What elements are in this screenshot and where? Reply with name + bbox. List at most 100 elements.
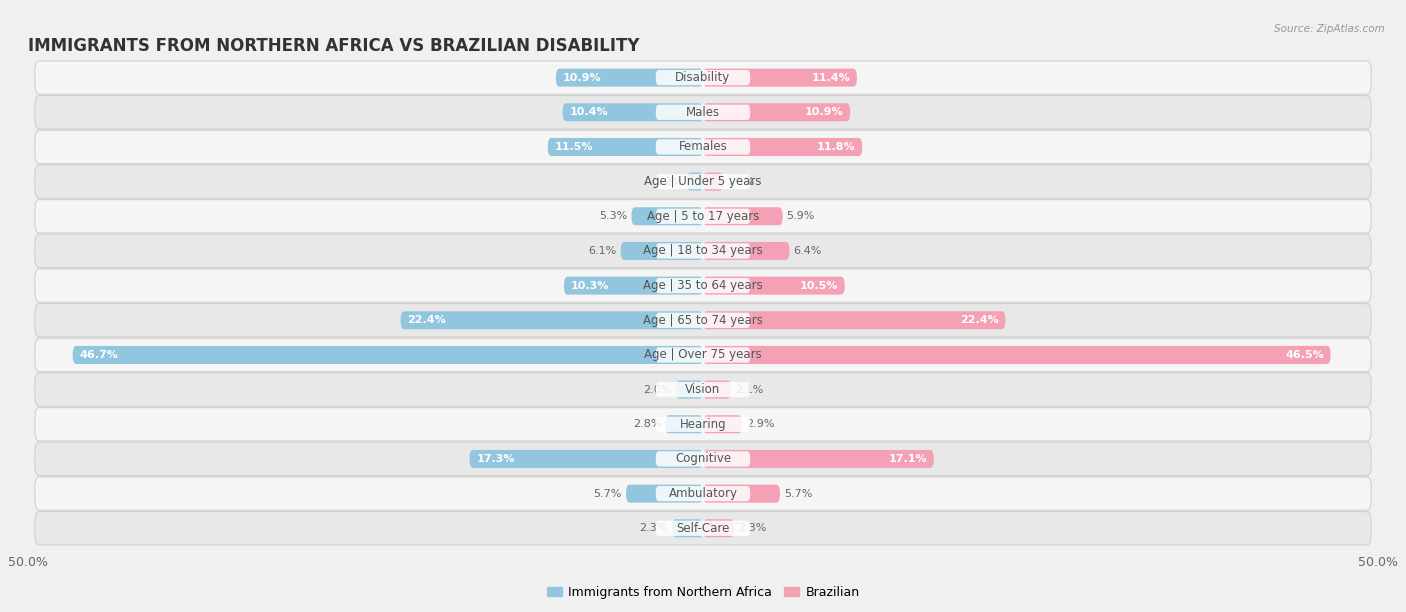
FancyBboxPatch shape <box>703 416 742 433</box>
FancyBboxPatch shape <box>548 138 703 156</box>
FancyBboxPatch shape <box>35 373 1371 406</box>
FancyBboxPatch shape <box>703 242 789 260</box>
FancyBboxPatch shape <box>564 277 703 294</box>
FancyBboxPatch shape <box>703 138 862 156</box>
Text: 22.4%: 22.4% <box>960 315 998 325</box>
Text: 11.4%: 11.4% <box>811 73 851 83</box>
FancyBboxPatch shape <box>676 381 703 398</box>
Text: IMMIGRANTS FROM NORTHERN AFRICA VS BRAZILIAN DISABILITY: IMMIGRANTS FROM NORTHERN AFRICA VS BRAZI… <box>28 37 640 55</box>
FancyBboxPatch shape <box>73 346 703 364</box>
FancyBboxPatch shape <box>655 348 751 362</box>
FancyBboxPatch shape <box>655 278 751 293</box>
Text: Males: Males <box>686 106 720 119</box>
Text: 11.5%: 11.5% <box>554 142 593 152</box>
FancyBboxPatch shape <box>703 381 731 398</box>
FancyBboxPatch shape <box>35 408 1371 441</box>
FancyBboxPatch shape <box>703 346 1330 364</box>
FancyBboxPatch shape <box>470 450 703 468</box>
FancyBboxPatch shape <box>703 519 734 537</box>
FancyBboxPatch shape <box>665 416 703 433</box>
Legend: Immigrants from Northern Africa, Brazilian: Immigrants from Northern Africa, Brazili… <box>541 581 865 604</box>
FancyBboxPatch shape <box>655 451 751 466</box>
Text: Disability: Disability <box>675 71 731 84</box>
Text: Hearing: Hearing <box>679 418 727 431</box>
FancyBboxPatch shape <box>672 519 703 537</box>
Text: Ambulatory: Ambulatory <box>668 487 738 500</box>
Text: 5.7%: 5.7% <box>593 488 621 499</box>
Text: 2.3%: 2.3% <box>640 523 668 533</box>
Text: 10.3%: 10.3% <box>571 281 609 291</box>
Text: 1.5%: 1.5% <box>727 177 755 187</box>
FancyBboxPatch shape <box>35 165 1371 198</box>
FancyBboxPatch shape <box>703 485 780 502</box>
Text: Age | Over 75 years: Age | Over 75 years <box>644 348 762 362</box>
Text: 6.1%: 6.1% <box>588 246 617 256</box>
Text: 2.1%: 2.1% <box>735 384 763 395</box>
FancyBboxPatch shape <box>562 103 703 121</box>
FancyBboxPatch shape <box>655 70 751 85</box>
Text: Females: Females <box>679 140 727 154</box>
FancyBboxPatch shape <box>703 103 851 121</box>
FancyBboxPatch shape <box>35 234 1371 267</box>
Text: Vision: Vision <box>685 383 721 396</box>
FancyBboxPatch shape <box>35 304 1371 337</box>
FancyBboxPatch shape <box>555 69 703 87</box>
Text: 10.4%: 10.4% <box>569 107 607 118</box>
FancyBboxPatch shape <box>703 312 1005 329</box>
Text: Age | 18 to 34 years: Age | 18 to 34 years <box>643 244 763 258</box>
FancyBboxPatch shape <box>703 69 856 87</box>
Text: Cognitive: Cognitive <box>675 452 731 466</box>
FancyBboxPatch shape <box>655 313 751 328</box>
FancyBboxPatch shape <box>655 140 751 155</box>
FancyBboxPatch shape <box>35 95 1371 129</box>
Text: 2.8%: 2.8% <box>633 419 661 429</box>
FancyBboxPatch shape <box>626 485 703 502</box>
Text: Age | 35 to 64 years: Age | 35 to 64 years <box>643 279 763 292</box>
Text: 17.3%: 17.3% <box>477 454 515 464</box>
Text: 22.4%: 22.4% <box>408 315 446 325</box>
FancyBboxPatch shape <box>620 242 703 260</box>
FancyBboxPatch shape <box>655 244 751 258</box>
Text: 10.9%: 10.9% <box>804 107 844 118</box>
Text: 2.0%: 2.0% <box>644 384 672 395</box>
FancyBboxPatch shape <box>703 450 934 468</box>
Text: 1.2%: 1.2% <box>654 177 683 187</box>
FancyBboxPatch shape <box>35 477 1371 510</box>
FancyBboxPatch shape <box>655 174 751 189</box>
FancyBboxPatch shape <box>655 417 751 432</box>
FancyBboxPatch shape <box>35 338 1371 371</box>
Text: 5.7%: 5.7% <box>785 488 813 499</box>
Text: 5.3%: 5.3% <box>599 211 627 222</box>
FancyBboxPatch shape <box>655 521 751 536</box>
FancyBboxPatch shape <box>703 207 783 225</box>
Text: 6.4%: 6.4% <box>793 246 823 256</box>
Text: 17.1%: 17.1% <box>889 454 927 464</box>
FancyBboxPatch shape <box>35 512 1371 545</box>
FancyBboxPatch shape <box>655 209 751 224</box>
Text: Age | 65 to 74 years: Age | 65 to 74 years <box>643 314 763 327</box>
Text: Self-Care: Self-Care <box>676 522 730 535</box>
Text: 5.9%: 5.9% <box>787 211 815 222</box>
FancyBboxPatch shape <box>686 173 703 190</box>
Text: 2.9%: 2.9% <box>747 419 775 429</box>
FancyBboxPatch shape <box>655 486 751 501</box>
FancyBboxPatch shape <box>35 200 1371 233</box>
FancyBboxPatch shape <box>401 312 703 329</box>
Text: 10.5%: 10.5% <box>800 281 838 291</box>
FancyBboxPatch shape <box>655 105 751 120</box>
Text: 10.9%: 10.9% <box>562 73 602 83</box>
FancyBboxPatch shape <box>35 61 1371 94</box>
FancyBboxPatch shape <box>703 173 723 190</box>
FancyBboxPatch shape <box>35 269 1371 302</box>
FancyBboxPatch shape <box>35 130 1371 163</box>
FancyBboxPatch shape <box>631 207 703 225</box>
Text: 46.5%: 46.5% <box>1285 350 1324 360</box>
Text: 11.8%: 11.8% <box>817 142 855 152</box>
Text: Age | 5 to 17 years: Age | 5 to 17 years <box>647 210 759 223</box>
Text: Source: ZipAtlas.com: Source: ZipAtlas.com <box>1274 24 1385 34</box>
Text: 46.7%: 46.7% <box>79 350 118 360</box>
Text: Age | Under 5 years: Age | Under 5 years <box>644 175 762 188</box>
FancyBboxPatch shape <box>35 442 1371 476</box>
Text: 2.3%: 2.3% <box>738 523 766 533</box>
FancyBboxPatch shape <box>655 382 751 397</box>
